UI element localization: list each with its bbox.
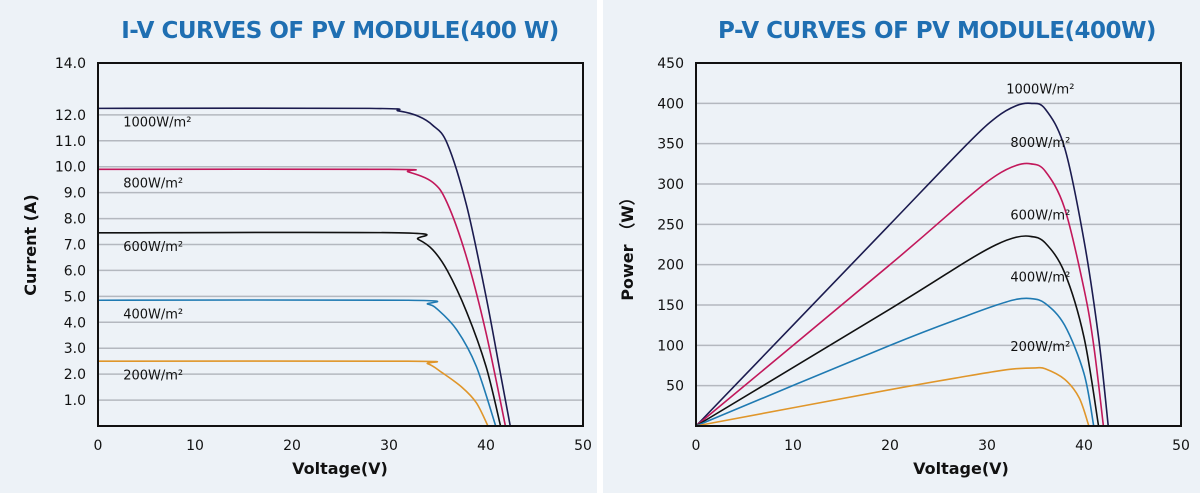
iv-chart-title: I-V CURVES OF PV MODULE(400 W) xyxy=(121,18,559,44)
y-tick-label: 350 xyxy=(657,137,684,153)
y-tick-label: 1.0 xyxy=(64,393,86,409)
x-tick-label: 20 xyxy=(881,438,899,454)
series-label: 600W/m² xyxy=(1010,208,1070,223)
y-tick-label: 100 xyxy=(657,338,684,354)
y-tick-label: 450 xyxy=(657,56,684,72)
x-tick-label: 30 xyxy=(978,438,996,454)
series-label: 400W/m² xyxy=(123,307,183,322)
series-line xyxy=(97,360,489,427)
series-label: 800W/m² xyxy=(123,176,183,191)
y-tick-label: 9.0 xyxy=(64,186,86,202)
x-tick-label: 10 xyxy=(186,438,204,454)
pv-chart: P-V CURVES OF PV MODULE(400W) Voltage(V)… xyxy=(618,18,1190,478)
y-tick-label: 50 xyxy=(666,379,684,395)
x-tick-label: 50 xyxy=(574,438,592,454)
iv-chart-panel: I-V CURVES OF PV MODULE(400 W) Voltage(V… xyxy=(0,0,597,493)
y-tick-label: 300 xyxy=(657,177,684,193)
series-label: 200W/m² xyxy=(123,368,183,383)
y-tick-label: 10.0 xyxy=(55,160,86,176)
series-line xyxy=(695,102,1110,427)
x-tick-label: 40 xyxy=(477,438,495,454)
y-tick-label: 150 xyxy=(657,298,684,314)
x-tick-label: 50 xyxy=(1172,438,1190,454)
x-tick-label: 10 xyxy=(784,438,802,454)
pv-x-axis-label: Voltage(V) xyxy=(913,459,1009,478)
series-label: 1000W/m² xyxy=(123,116,191,131)
x-tick-label: 0 xyxy=(692,438,701,454)
y-tick-label: 400 xyxy=(657,96,684,112)
series-line xyxy=(97,107,512,427)
series-line xyxy=(695,297,1095,427)
series-line xyxy=(695,366,1090,427)
y-tick-label: 4.0 xyxy=(64,315,86,331)
iv-chart: I-V CURVES OF PV MODULE(400 W) Voltage(V… xyxy=(21,18,592,478)
y-tick-label: 3.0 xyxy=(64,341,86,357)
y-tick-label: 14.0 xyxy=(55,56,86,72)
y-tick-label: 8.0 xyxy=(64,212,86,228)
y-tick-label: 5.0 xyxy=(64,289,86,305)
iv-x-axis-label: Voltage(V) xyxy=(292,459,388,478)
plot-frame xyxy=(695,62,1182,427)
iv-y-axis-label: Current (A) xyxy=(21,194,40,295)
y-tick-label: 7.0 xyxy=(64,238,86,254)
pv-chart-panel: P-V CURVES OF PV MODULE(400W) Voltage(V)… xyxy=(603,0,1200,493)
plot-frame xyxy=(97,62,584,427)
x-tick-label: 30 xyxy=(380,438,398,454)
y-tick-label: 12.0 xyxy=(55,108,86,124)
x-tick-label: 20 xyxy=(283,438,301,454)
y-tick-label: 11.0 xyxy=(55,134,86,150)
pv-chart-title: P-V CURVES OF PV MODULE(400W) xyxy=(718,18,1156,44)
y-tick-label: 250 xyxy=(657,217,684,233)
series-label: 200W/m² xyxy=(1010,340,1070,355)
y-tick-label: 200 xyxy=(657,258,684,274)
y-tick-label: 6.0 xyxy=(64,263,86,279)
series-line xyxy=(97,231,502,427)
series-label: 1000W/m² xyxy=(1006,82,1074,97)
series-line xyxy=(97,299,497,427)
series-line xyxy=(695,162,1105,427)
series-label: 600W/m² xyxy=(123,240,183,255)
y-tick-label: 2.0 xyxy=(64,367,86,383)
x-tick-label: 40 xyxy=(1075,438,1093,454)
series-line xyxy=(695,235,1100,427)
x-tick-label: 0 xyxy=(94,438,103,454)
pv-y-axis-label: Power （W） xyxy=(618,189,637,300)
series-label: 800W/m² xyxy=(1010,136,1070,151)
series-label: 400W/m² xyxy=(1010,271,1070,286)
series-line xyxy=(97,168,507,427)
